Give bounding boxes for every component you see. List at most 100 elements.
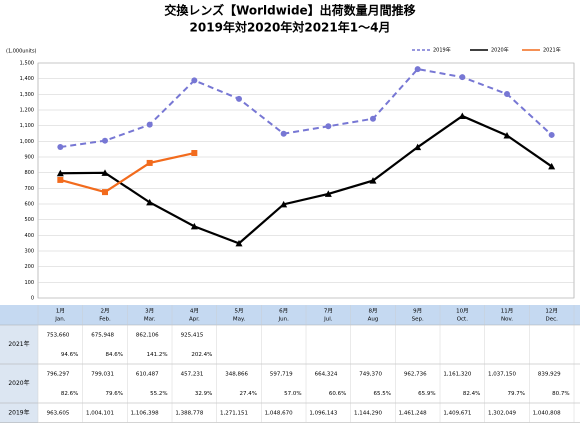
y-tick-label: 800 <box>24 170 34 176</box>
table-month: 5月 <box>235 308 244 315</box>
point <box>191 150 198 157</box>
point <box>190 222 198 230</box>
table-value: 1,161,320 <box>443 371 471 377</box>
point <box>235 239 243 247</box>
y-tick-label: 1,100 <box>20 123 34 129</box>
table-value: 1,388,778 <box>175 410 203 416</box>
point <box>56 169 64 177</box>
point <box>459 74 466 81</box>
table-value: 749,370 <box>359 371 382 377</box>
table-value: 610,487 <box>136 371 159 377</box>
table-month: 11月 <box>501 308 514 315</box>
table-value: 1,409,671 <box>443 410 471 416</box>
point <box>325 123 332 130</box>
series-line <box>60 151 195 194</box>
table-month-en: Nov. <box>501 317 513 323</box>
chart-subtitle: 2019年対2020年対2021年1～4月 <box>190 20 391 35</box>
point <box>458 112 466 120</box>
y-tick-label: 200 <box>24 264 34 270</box>
table-yoy: 141.2% <box>147 352 168 358</box>
table-yoy: 65.9% <box>418 391 435 397</box>
point <box>414 66 421 73</box>
table-month-en: Sep. <box>412 317 424 323</box>
table-month-en: Dec. <box>545 317 558 323</box>
table-value: 796,297 <box>47 371 70 377</box>
table-yoy: 82.6% <box>61 391 78 397</box>
table-yoy: 202.4% <box>191 352 212 358</box>
point <box>146 121 153 128</box>
table-value: 839,929 <box>538 371 561 377</box>
point <box>414 143 422 151</box>
series-line <box>60 114 553 245</box>
y-tick-label: 900 <box>24 155 34 161</box>
table-yoy: 79.7% <box>508 391 525 397</box>
table-yoy: 65.5% <box>374 391 391 397</box>
table-value: 1,271,151 <box>220 410 248 416</box>
table-month: 12月 <box>545 308 558 315</box>
legend-label: 2020年 <box>491 47 509 54</box>
table-row-label: 2019年 <box>8 408 29 416</box>
legend-label: 2021年 <box>543 47 561 54</box>
table-month: 4月 <box>190 308 199 315</box>
table-yoy: 27.4% <box>240 391 257 397</box>
table-month-en: Feb. <box>99 317 111 323</box>
table-row-label: 2020年 <box>8 379 29 387</box>
table-yoy: 55.2% <box>150 391 167 397</box>
table-value: 1,144,290 <box>354 410 382 416</box>
y-tick-label: 400 <box>24 233 34 239</box>
point <box>57 144 64 151</box>
table-value: 348,866 <box>225 371 248 377</box>
point <box>280 200 288 208</box>
point <box>548 131 555 138</box>
table-value: 1,106,398 <box>131 410 159 416</box>
point <box>101 169 109 176</box>
point <box>102 189 108 196</box>
point <box>146 198 154 206</box>
table-month: 10月 <box>456 308 469 315</box>
table-value: 1,096,143 <box>309 410 337 416</box>
table-month-en: Mar. <box>144 317 156 323</box>
y-tick-label: 1,400 <box>20 76 34 82</box>
table-value: 799,031 <box>91 371 114 377</box>
table-yoy: 94.6% <box>61 352 78 358</box>
table-month-en: Aug <box>368 317 379 323</box>
point <box>146 159 153 166</box>
table-month-en: Jan. <box>54 317 65 323</box>
table-month: 7月 <box>324 308 333 315</box>
table-month-en: May. <box>233 317 246 323</box>
table-yoy: 79.6% <box>106 391 123 397</box>
table-yoy: 60.6% <box>329 391 346 397</box>
y-unit: (1,000units) <box>6 49 37 55</box>
table-value: 675,948 <box>91 332 114 338</box>
table-yoy: 32.9% <box>195 391 212 397</box>
point <box>236 95 242 102</box>
table-month: 1月 <box>56 308 65 315</box>
point <box>280 130 287 137</box>
table-value: 925,415 <box>181 332 204 338</box>
table-value: 753,660 <box>47 332 70 338</box>
table-month-en: Apr. <box>189 317 200 323</box>
point <box>503 132 511 139</box>
point <box>548 162 556 170</box>
table-month: 3月 <box>145 308 154 315</box>
table-month: 9月 <box>413 308 422 315</box>
table-value: 1,461,248 <box>399 410 427 416</box>
chart-title: 交換レンズ【Worldwide】出荷数量月間推移 <box>164 3 415 18</box>
table-yoy: 80.7% <box>552 391 569 397</box>
y-tick-label: 700 <box>24 186 34 192</box>
legend-label: 2019年 <box>433 47 451 54</box>
y-tick-label: 1,300 <box>20 92 34 98</box>
y-tick-label: 100 <box>24 280 34 286</box>
table-yoy: 57.0% <box>284 391 301 397</box>
table-value: 963,605 <box>47 410 70 416</box>
point <box>370 115 376 122</box>
y-tick-label: 500 <box>24 217 34 223</box>
table-value: 1,037,150 <box>488 371 516 377</box>
table-row-label: 2021年 <box>8 340 29 348</box>
table-value: 1,040,808 <box>533 410 561 416</box>
y-tick-label: 1,000 <box>20 139 34 145</box>
table-month-en: Jun. <box>277 317 289 323</box>
point <box>369 177 377 184</box>
y-tick-label: 1,200 <box>20 108 34 114</box>
table-label-col <box>0 325 38 423</box>
